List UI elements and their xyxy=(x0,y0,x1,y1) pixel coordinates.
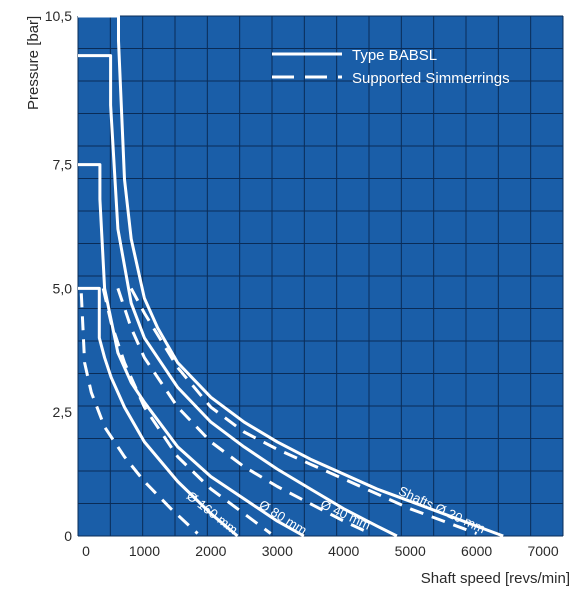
dashed-curve-4 xyxy=(129,287,478,535)
y-tick-label: 0 xyxy=(64,528,72,544)
x-axis-label: Shaft speed [revs/min] xyxy=(421,570,570,587)
x-tick-label: 1000 xyxy=(129,543,160,559)
x-tick-label: 6000 xyxy=(461,543,492,559)
x-tick-label: 5000 xyxy=(395,543,426,559)
x-tick-label: 7000 xyxy=(527,543,558,559)
dashed-curve-5 xyxy=(116,287,371,535)
x-tick-label: 4000 xyxy=(328,543,359,559)
legend-label-dashed: Supported Simmerrings xyxy=(352,70,510,87)
x-tick-label: 3000 xyxy=(262,543,293,559)
grid-lines xyxy=(77,15,564,537)
dashed-curve-6 xyxy=(101,288,272,535)
y-axis-label: Pressure [bar] xyxy=(25,16,42,110)
curve-group xyxy=(78,14,504,538)
solid-curve-0 xyxy=(78,14,504,538)
solid-curve-2 xyxy=(78,163,305,538)
y-tick-label: 2,5 xyxy=(53,404,73,420)
solid-curve-1 xyxy=(78,54,398,538)
x-tick-labels: 0 1000 2000 3000 4000 5000 6000 7000 xyxy=(82,543,559,559)
y-tick-label: 10,5 xyxy=(45,8,72,24)
x-tick-label: 2000 xyxy=(195,543,226,559)
legend: Type BABSL Supported Simmerrings xyxy=(272,47,510,87)
legend-label-solid: Type BABSL xyxy=(352,47,437,64)
solid-curve-3 xyxy=(78,286,239,538)
y-tick-label: 7,5 xyxy=(53,157,73,173)
dashed-curve-7 xyxy=(79,293,199,535)
y-tick-label: 5,0 xyxy=(53,280,73,296)
y-tick-labels: 0 2,5 5,0 7,5 10,5 xyxy=(45,8,72,544)
x-tick-label: 0 xyxy=(82,543,90,559)
